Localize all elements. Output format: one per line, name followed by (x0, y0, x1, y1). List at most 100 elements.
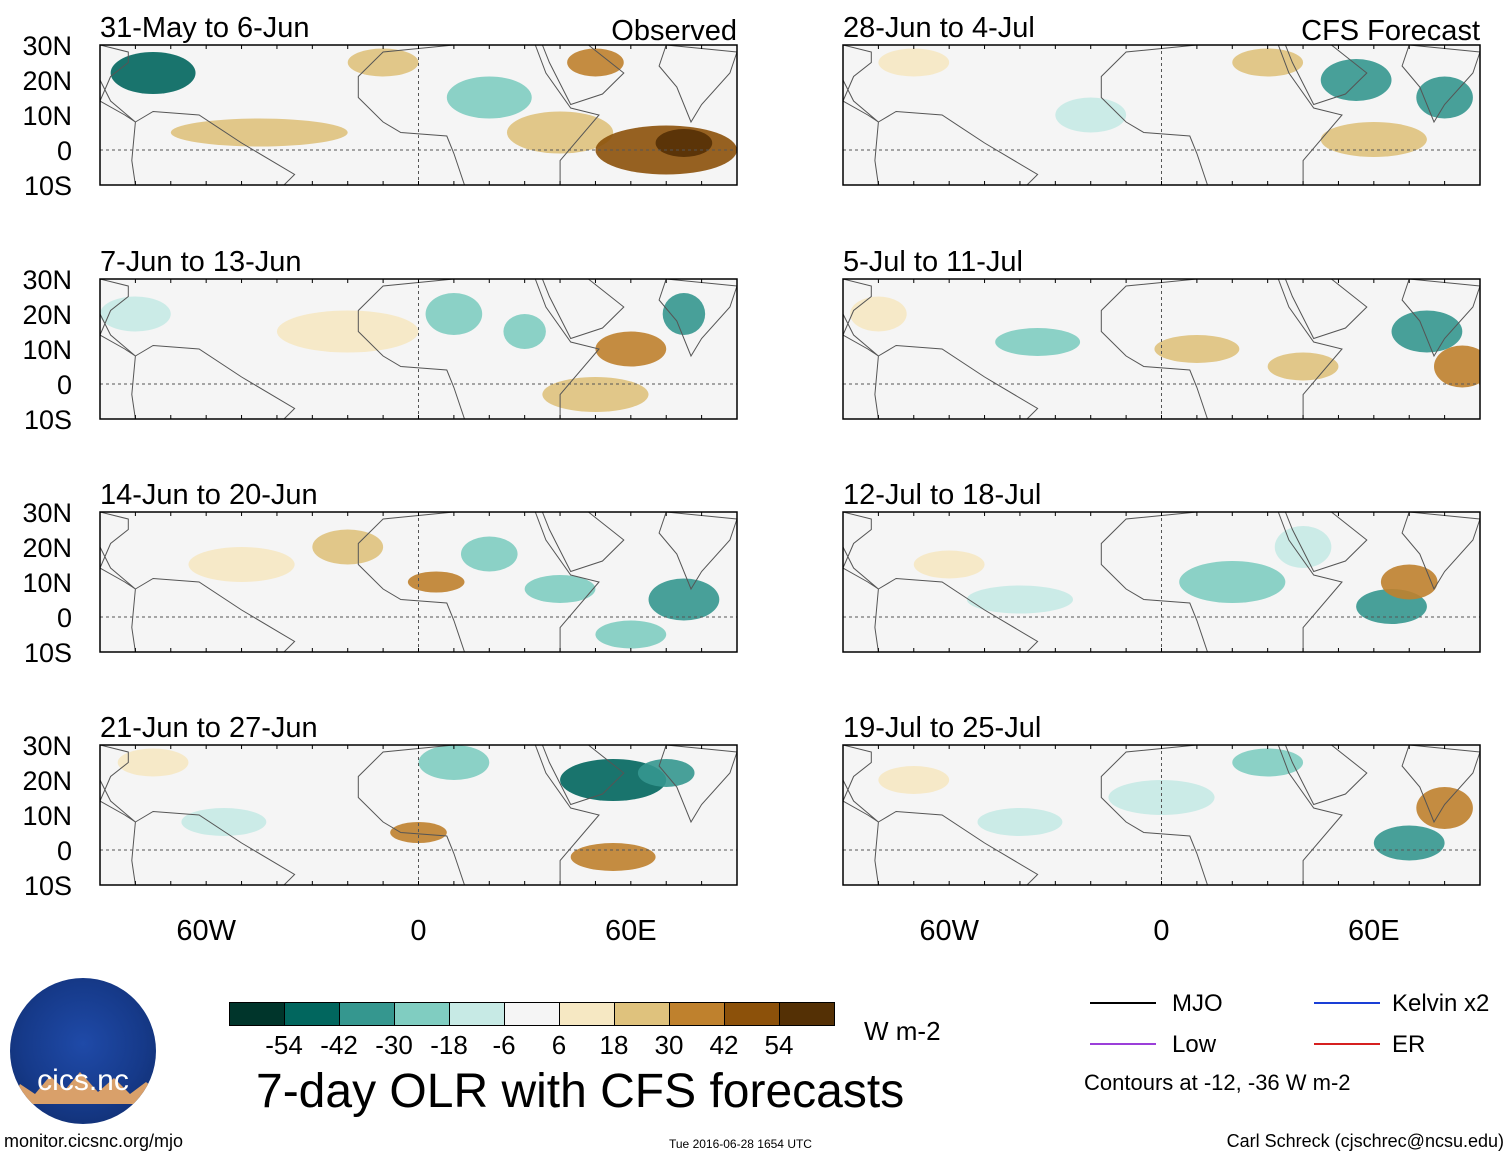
olr-anomaly (1154, 335, 1240, 363)
panel-period-label: 5-Jul to 11-Jul (843, 246, 1023, 278)
coastline (1401, 512, 1480, 591)
legend-label: Low (1172, 1031, 1217, 1058)
y-tick-label: 10S (24, 638, 72, 668)
y-tick-label: 30N (22, 31, 72, 61)
olr-anomaly (170, 118, 348, 147)
olr-anomaly (425, 293, 483, 335)
olr-panel: 21-Jun to 27-Jun 30N 20N 10N 0 10S (22, 712, 738, 901)
olr-anomaly (878, 48, 950, 77)
olr-anomaly (913, 550, 985, 579)
y-tick-label: 0 (57, 136, 72, 166)
colorbar-swatch (229, 1002, 285, 1026)
coastline (658, 279, 737, 358)
y-tick-label: 0 (57, 603, 72, 633)
coastline (1284, 512, 1368, 573)
olr-anomaly (407, 571, 465, 593)
y-tick-label: 10S (24, 405, 72, 435)
olr-anomaly (1416, 76, 1473, 119)
figure-title: 7-day OLR with CFS forecasts (256, 1065, 905, 1118)
coastline (1401, 279, 1480, 358)
colorbar-tick-label: -42 (320, 1030, 358, 1060)
panel-tag-label: Observed (611, 15, 737, 47)
coastline (1284, 279, 1368, 340)
colorbar-units: W m-2 (864, 1016, 941, 1046)
coastline (843, 45, 879, 123)
y-tick-label: 30N (22, 731, 72, 761)
olr-anomaly (1267, 352, 1339, 381)
coastline (843, 512, 879, 590)
panel-period-label: 7-Jun to 13-Jun (100, 246, 302, 278)
olr-anomaly (1108, 780, 1215, 815)
olr-panel: 19-Jul to 25-Jul (842, 712, 1481, 886)
olr-anomaly (276, 310, 419, 353)
logo-mountains-icon (10, 1072, 156, 1104)
colorbar-swatch (339, 1002, 395, 1026)
y-tick-label: 10S (24, 871, 72, 901)
legend-line-swatch (1314, 1043, 1380, 1045)
colorbar-swatch (779, 1002, 835, 1026)
olr-anomaly (1232, 748, 1304, 777)
colorbar-swatch (614, 1002, 670, 1026)
olr-anomaly (460, 536, 518, 572)
olr-anomaly (966, 585, 1074, 614)
colorbar-tick-label: 54 (764, 1030, 794, 1060)
olr-anomaly (595, 331, 667, 367)
cicsnc-logo: cics.nc (10, 978, 156, 1124)
olr-anomaly (312, 529, 384, 565)
panel-period-label: 14-Jun to 20-Jun (100, 479, 318, 511)
x-tick-label: 60E (1348, 915, 1400, 947)
olr-anomaly (648, 578, 720, 621)
olr-anomaly (1373, 825, 1445, 861)
coastline (100, 45, 136, 123)
colorbar-tick-label: -54 (265, 1030, 303, 1060)
coastline (541, 745, 625, 806)
olr-anomaly (1320, 59, 1392, 101)
olr-anomaly (503, 314, 546, 349)
olr-panel: 14-Jun to 20-Jun 30N 20N 10N 0 10S (22, 479, 738, 668)
coastline (541, 279, 625, 340)
x-tick-label: 60W (919, 915, 979, 947)
olr-anomaly (995, 328, 1081, 356)
olr-panel: 7-Jun to 13-Jun 30N 20N 10N 0 10S (22, 246, 738, 435)
coastline (100, 745, 136, 823)
panel-period-label: 21-Jun to 27-Jun (100, 712, 318, 744)
colorbar-tick-label: 6 (551, 1030, 567, 1060)
coastline (1284, 45, 1368, 106)
y-tick-label: 10N (22, 801, 72, 831)
y-tick-label: 10S (24, 171, 72, 201)
footer-url[interactable]: monitor.cicsnc.org/mjo (4, 1131, 184, 1151)
colorbar-swatch (449, 1002, 505, 1026)
olr-anomaly (977, 808, 1063, 836)
contour-note: Contours at -12, -36 W m-2 (1084, 1070, 1351, 1095)
coastline (541, 512, 625, 573)
y-tick-label: 20N (22, 533, 72, 563)
colorbar-swatch (724, 1002, 780, 1026)
olr-anomaly (110, 52, 196, 94)
olr-anomaly (850, 296, 907, 332)
legend-line-swatch (1090, 1043, 1156, 1045)
olr-panel: 12-Jul to 18-Jul (842, 479, 1481, 653)
y-tick-label: 20N (22, 300, 72, 330)
y-tick-label: 30N (22, 498, 72, 528)
y-tick-label: 20N (22, 766, 72, 796)
colorbar-tick-label: 30 (654, 1030, 684, 1060)
olr-anomaly (181, 808, 267, 836)
colorbar-swatch (394, 1002, 450, 1026)
x-tick-label: 0 (1153, 915, 1169, 947)
coastline (131, 577, 296, 652)
olr-anomaly (1416, 787, 1473, 829)
y-tick-label: 10N (22, 568, 72, 598)
panel-period-label: 12-Jul to 18-Jul (843, 479, 1041, 511)
olr-anomaly (1391, 310, 1463, 353)
y-tick-label: 20N (22, 66, 72, 96)
colorbar-swatch (284, 1002, 340, 1026)
legend-line-swatch (1314, 1002, 1380, 1004)
olr-anomaly (347, 48, 419, 77)
olr-anomaly (570, 843, 656, 871)
coastline (874, 810, 1039, 885)
olr-anomaly (506, 111, 614, 154)
y-tick-label: 30N (22, 265, 72, 295)
coastline (874, 577, 1039, 652)
coastline (131, 344, 296, 419)
olr-anomaly (595, 620, 667, 649)
